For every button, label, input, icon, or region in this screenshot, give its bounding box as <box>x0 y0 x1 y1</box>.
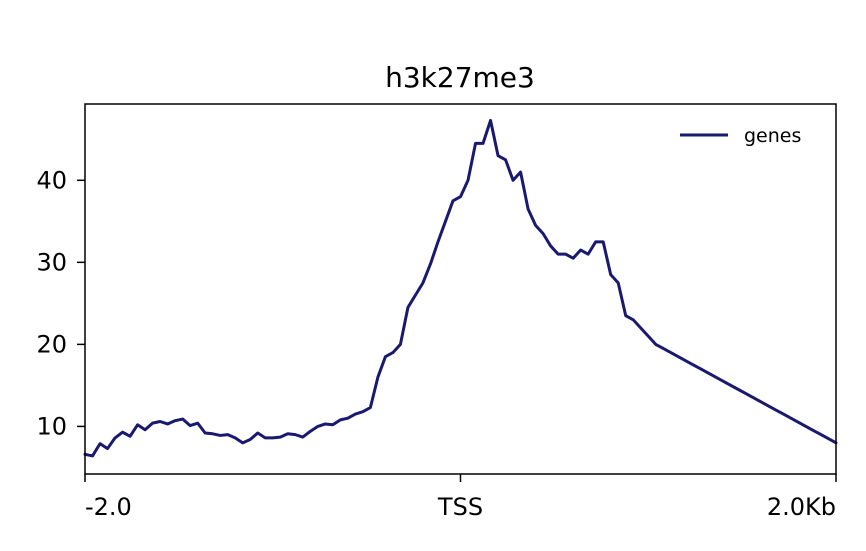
x-tick-label-2: 2.0Kb <box>767 493 836 521</box>
axes-frame <box>84 103 837 475</box>
x-tick-label-1: TSS <box>437 493 483 521</box>
y-tick-label-1: 20 <box>36 330 67 358</box>
series-line-genes <box>83 118 838 458</box>
y-tick-label-3: 40 <box>36 166 67 194</box>
x-axis-ticks: -2.0 TSS 2.0Kb <box>84 474 837 521</box>
y-tick-label-0: 10 <box>36 412 67 440</box>
legend: genes <box>680 125 801 147</box>
x-tick-label-0: -2.0 <box>85 493 132 521</box>
plot-area <box>83 118 838 458</box>
y-axis-ticks: 10 20 30 40 <box>36 166 85 440</box>
y-tick-label-2: 30 <box>36 248 67 276</box>
chart-title: h3k27me3 <box>385 61 535 94</box>
legend-label-genes: genes <box>744 125 801 147</box>
